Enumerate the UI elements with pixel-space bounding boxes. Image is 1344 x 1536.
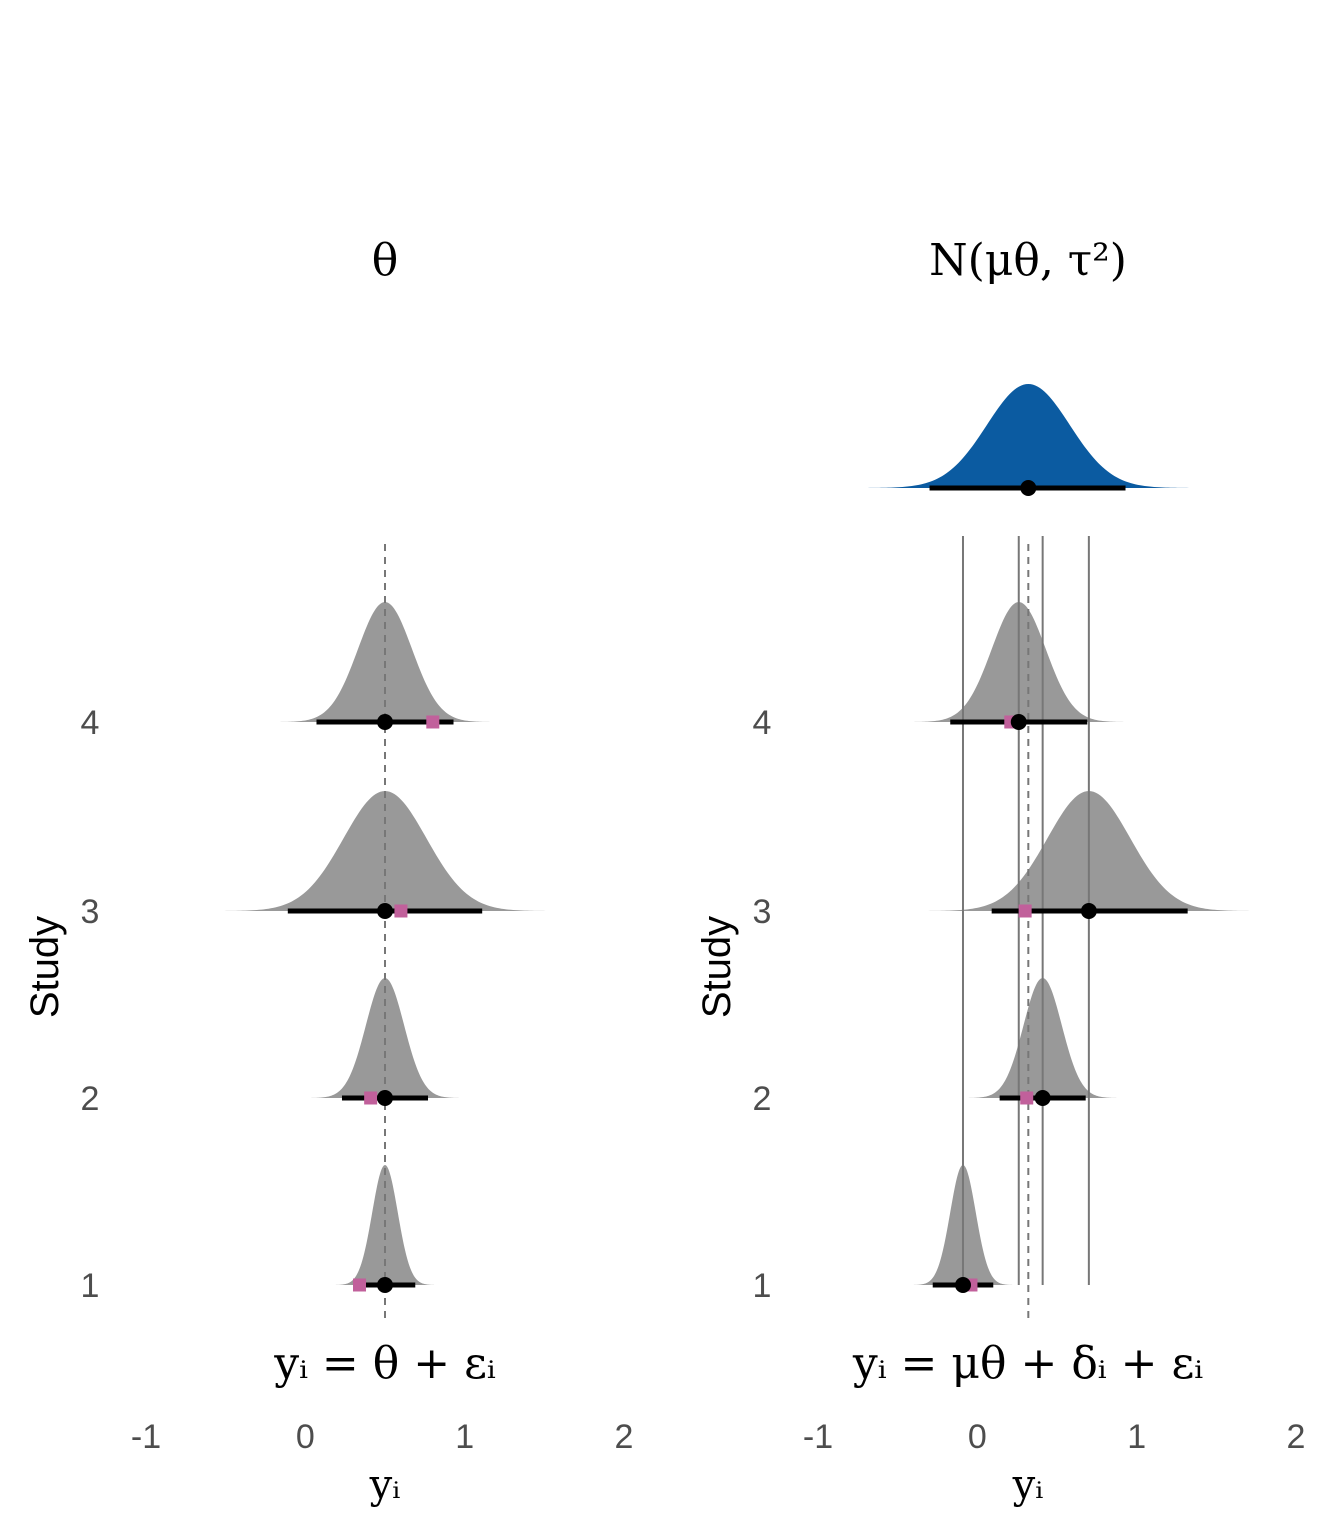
- x-axis-title: yᵢ: [369, 1462, 401, 1508]
- y-tick-label: 4: [753, 704, 772, 742]
- study-4-observed-point: [426, 715, 440, 729]
- study-3-estimate-point: [377, 903, 393, 919]
- study-3-density: [198, 791, 572, 911]
- x-tick-label: 1: [1127, 1418, 1146, 1456]
- x-axis-title: yᵢ: [1012, 1462, 1044, 1508]
- x-tick-label: -1: [131, 1418, 161, 1456]
- study-4-estimate-point: [377, 714, 393, 730]
- y-axis-title: Study: [23, 916, 67, 1018]
- y-tick-label: 1: [81, 1267, 100, 1305]
- y-tick-label: 2: [753, 1080, 772, 1118]
- x-tick-label: 2: [1287, 1418, 1306, 1456]
- panel-1: θ 1 2 3 4 Study yᵢ = θ + εᵢ -1 0 1 2 yᵢ: [23, 235, 633, 1508]
- study-3-estimate-point: [1080, 903, 1097, 919]
- x-tick-label: 1: [455, 1418, 474, 1456]
- study-2-estimate-point: [1034, 1090, 1051, 1106]
- x-tick-label: -1: [803, 1418, 833, 1456]
- y-tick-label: 2: [81, 1080, 100, 1118]
- x-tick-label: 0: [296, 1418, 315, 1456]
- model-formula: yᵢ = μθ + δᵢ + εᵢ: [852, 1338, 1203, 1389]
- population-density: [841, 384, 1215, 488]
- model-formula: yᵢ = θ + εᵢ: [273, 1338, 496, 1389]
- population-mean-point: [1020, 480, 1037, 496]
- study-2-observed-point: [364, 1091, 378, 1105]
- y-tick-label: 4: [81, 704, 100, 742]
- y-tick-label: 3: [753, 893, 772, 931]
- study-2-observed-point: [1020, 1091, 1034, 1105]
- y-tick-label: 3: [81, 893, 100, 931]
- study-1-estimate-point: [377, 1277, 393, 1293]
- study-4-estimate-point: [1010, 714, 1027, 730]
- panel-title: N(μθ, τ²): [929, 235, 1127, 286]
- study-3-observed-point: [1018, 904, 1032, 918]
- panel-2: N(μθ, τ²) 1 2 3 4 Study yᵢ = μθ + δᵢ + εᵢ -1 0 1 2…: [695, 235, 1305, 1508]
- x-tick-label: 0: [968, 1418, 987, 1456]
- panel-title: θ: [372, 235, 399, 286]
- study-1-observed-point: [353, 1278, 367, 1292]
- study-1-estimate-point: [954, 1277, 971, 1293]
- x-tick-label: 2: [615, 1418, 634, 1456]
- y-tick-label: 1: [753, 1267, 772, 1305]
- study-3-observed-point: [394, 904, 408, 918]
- study-2-estimate-point: [377, 1090, 393, 1106]
- y-axis-title: Study: [695, 916, 739, 1018]
